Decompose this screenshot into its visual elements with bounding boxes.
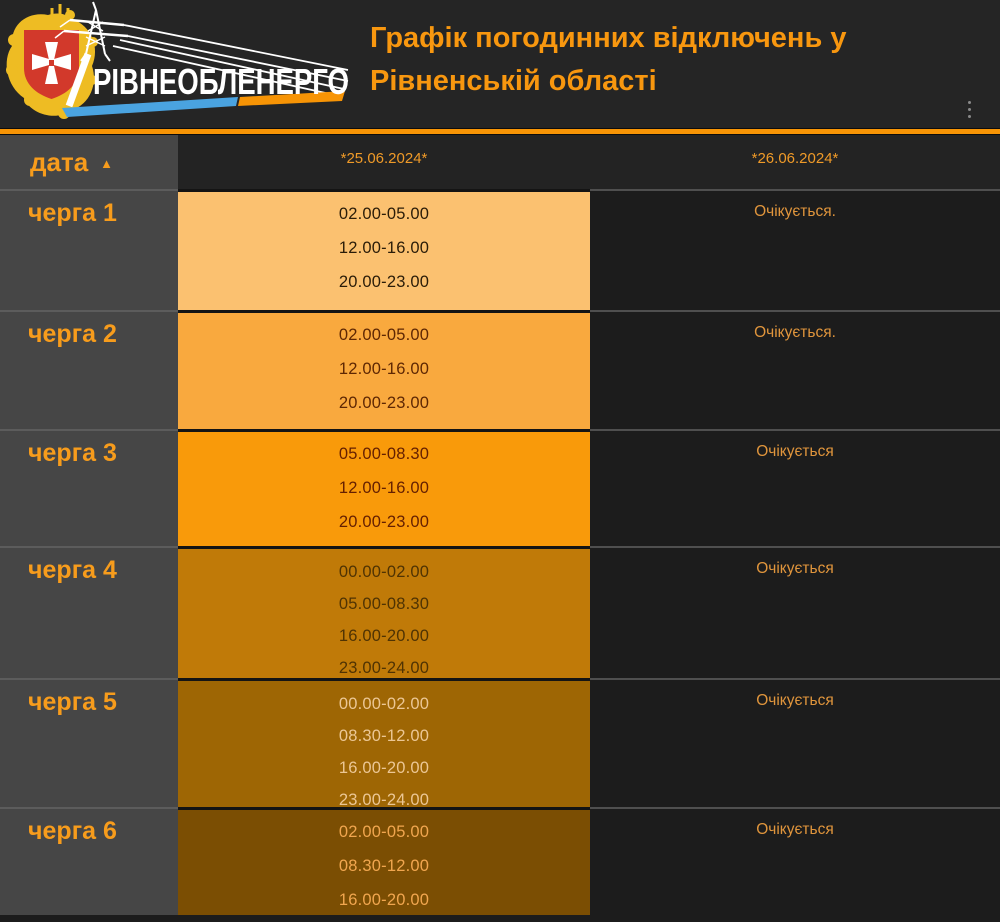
cross-icon: [32, 42, 71, 84]
logo-wordmark: РІВНЕОБЛЕНЕРГО: [93, 61, 349, 102]
column-header-26-06: *26.06.2024*: [590, 135, 1000, 189]
table-row: черга 2 02.00-05.00 12.00-16.00 20.00-23.00…: [0, 310, 1000, 429]
row-label: черга 3: [0, 429, 178, 546]
time-slot: 02.00-05.00: [338, 205, 430, 223]
time-slot: 16.00-20.00: [338, 891, 430, 909]
outage-times-cell: 02.00-05.00 12.00-16.00 20.00-23.00: [178, 189, 590, 310]
table-header-row: дата ▲ *25.06.2024* *26.06.2024*: [0, 135, 1000, 189]
swoosh-orange: [238, 91, 345, 106]
time-slot: 16.00-20.00: [338, 759, 430, 777]
sort-ascending-icon: ▲: [100, 155, 114, 171]
row-label: черга 1: [0, 189, 178, 310]
time-slot: 05.00-08.30: [338, 445, 430, 463]
time-slot: 12.00-16.00: [338, 360, 430, 378]
table-row: черга 6 02.00-05.00 08.30-12.00 16.00-20.00…: [0, 807, 1000, 915]
date-header-label: дата: [30, 146, 89, 177]
time-slot: 23.00-24.00: [338, 659, 430, 677]
time-slot: 08.30-12.00: [338, 727, 430, 745]
column-header-25-06: *25.06.2024*: [178, 135, 590, 189]
row-label: черга 4: [0, 546, 178, 678]
shield: [24, 30, 79, 99]
status-cell: Очікується: [590, 429, 1000, 546]
outage-times-cell: 00.00-02.00 05.00-08.30 16.00-20.00 23.00-2…: [178, 546, 590, 678]
outage-times-cell: 02.00-05.00 12.00-16.00 20.00-23.00: [178, 310, 590, 429]
time-slot: 12.00-16.00: [338, 239, 430, 257]
swoosh-blue: [62, 97, 238, 117]
status-cell: Очікується.: [590, 189, 1000, 310]
row-label: черга 2: [0, 310, 178, 429]
page-title: Графік погодинних відключень у Рівненськ…: [370, 22, 847, 97]
time-slot: 12.00-16.00: [338, 479, 430, 497]
rivneoblenergo-logo: РІВНЕОБЛЕНЕРГО: [6, 1, 349, 119]
time-slot: 20.00-23.00: [338, 513, 430, 531]
date-sort-header[interactable]: дата ▲: [0, 135, 178, 189]
outage-times-cell: 02.00-05.00 08.30-12.00 16.00-20.00: [178, 807, 590, 915]
time-slot: 08.30-12.00: [338, 857, 430, 875]
status-cell: Очікується: [590, 546, 1000, 678]
time-slot: 20.00-23.00: [338, 273, 430, 291]
row-label: черга 6: [0, 807, 178, 915]
orange-divider: [0, 128, 1000, 135]
outage-times-cell: 05.00-08.30 12.00-16.00 20.00-23.00: [178, 429, 590, 546]
status-cell: Очікується: [590, 678, 1000, 807]
table-row: черга 4 00.00-02.00 05.00-08.30 16.00-20.00…: [0, 546, 1000, 678]
overflow-menu-icon[interactable]: [968, 101, 972, 122]
time-slot: 00.00-02.00: [338, 695, 430, 713]
table-row: черга 3 05.00-08.30 12.00-16.00 20.00-23.00…: [0, 429, 1000, 546]
row-label: черга 5: [0, 678, 178, 807]
status-cell: Очікується.: [590, 310, 1000, 429]
time-slot: 05.00-08.30: [338, 595, 430, 613]
power-tower-icon: [54, 1, 349, 108]
status-cell: Очікується: [590, 807, 1000, 915]
top-header: РІВНЕОБЛЕНЕРГО Графік погодинних відключ…: [0, 0, 1000, 128]
time-slot: 20.00-23.00: [338, 394, 430, 412]
table-body: черга 1 02.00-05.00 12.00-16.00 20.00-23.00…: [0, 189, 1000, 915]
time-slot: 23.00-24.00: [338, 791, 430, 807]
outage-times-cell: 00.00-02.00 08.30-12.00 16.00-20.00 23.00-2…: [178, 678, 590, 807]
time-slot: 00.00-02.00: [338, 563, 430, 581]
time-slot: 16.00-20.00: [338, 627, 430, 645]
time-slot: 02.00-05.00: [338, 326, 430, 344]
table-row: черга 1 02.00-05.00 12.00-16.00 20.00-23.00…: [0, 189, 1000, 310]
table-row: черга 5 00.00-02.00 08.30-12.00 16.00-20.00…: [0, 678, 1000, 807]
time-slot: 02.00-05.00: [338, 823, 430, 841]
